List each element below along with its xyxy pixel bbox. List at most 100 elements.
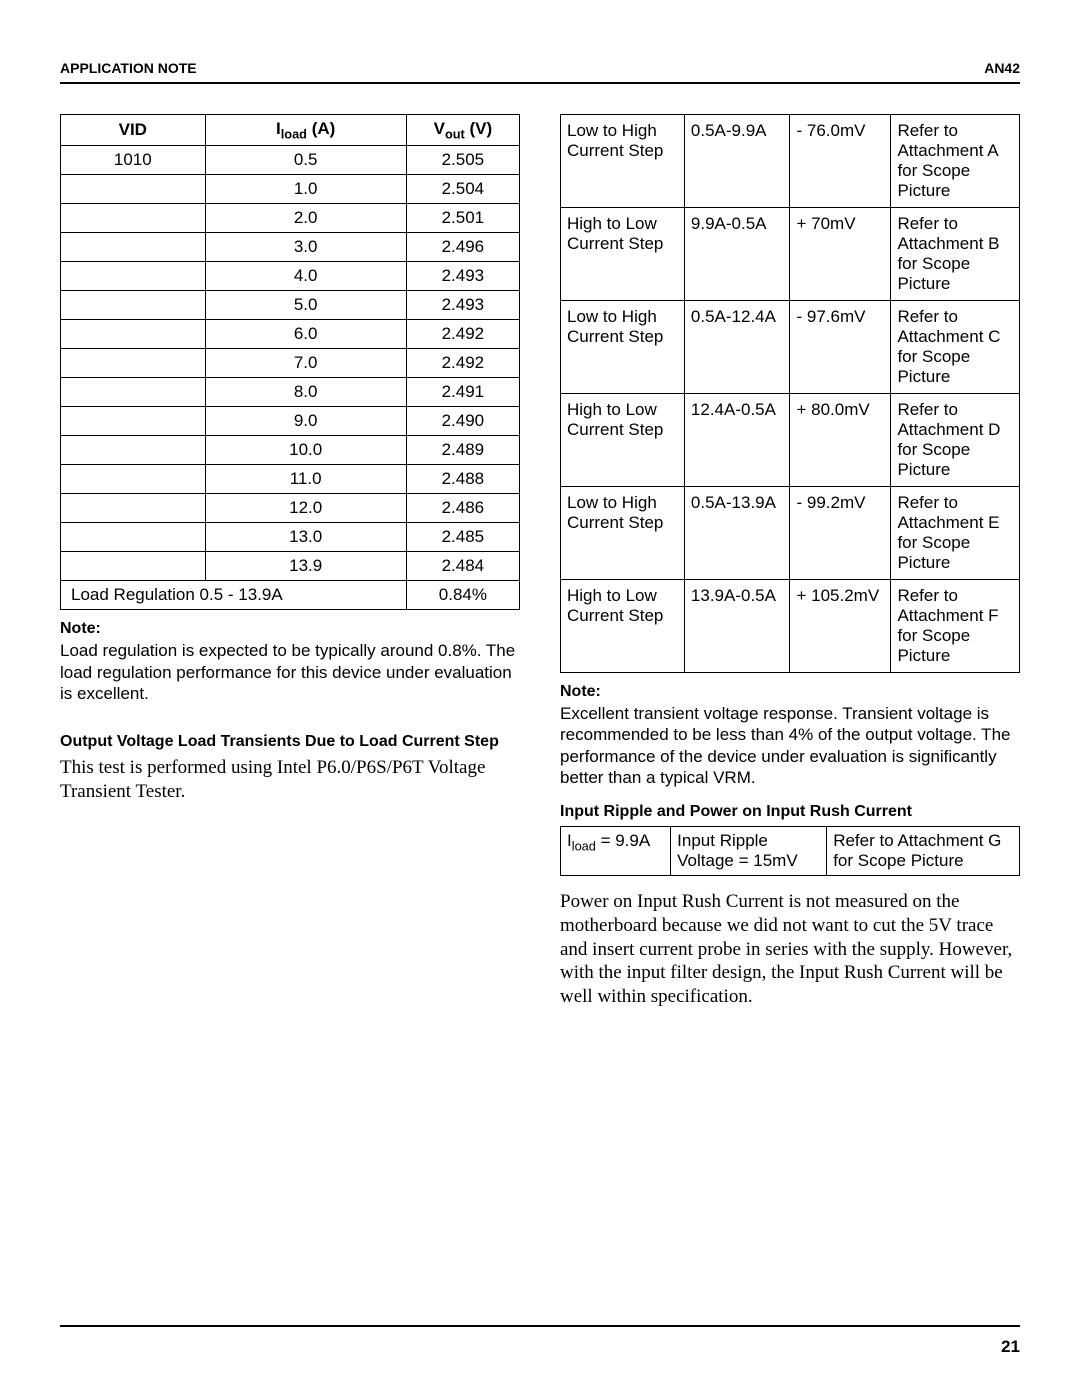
cell-vid — [61, 407, 206, 436]
cell-step: Low to High Current Step — [561, 487, 685, 580]
table-row: 10.02.489 — [61, 436, 520, 465]
table-row: 13.02.485 — [61, 523, 520, 552]
table-row: 3.02.496 — [61, 233, 520, 262]
cell-step: High to Low Current Step — [561, 394, 685, 487]
two-column-layout: VID Iload (A) Vout (V) 10100.52.5051.02.… — [60, 114, 1020, 1009]
table-row: 9.02.490 — [61, 407, 520, 436]
cell-vid — [61, 320, 206, 349]
cell-iload: 13.0 — [205, 523, 406, 552]
paragraph-rush-current: Power on Input Rush Current is not measu… — [560, 890, 1020, 1009]
cell-ref: Refer to Attachment A for Scope Picture — [891, 115, 1020, 208]
section1-body: This test is performed using Intel P6.0/… — [60, 756, 520, 804]
cell-range: 0.5A-9.9A — [684, 115, 790, 208]
cell-vout: 2.492 — [406, 320, 519, 349]
table-header-row: VID Iload (A) Vout (V) — [61, 115, 520, 146]
cell-vid — [61, 175, 206, 204]
note2-body: Excellent transient voltage response. Tr… — [560, 703, 1020, 788]
cell-iload: Iload = 9.9A — [561, 827, 671, 876]
cell-ref: Refer to Attachment E for Scope Picture — [891, 487, 1020, 580]
cell-iload: 7.0 — [205, 349, 406, 378]
cell-iload: 5.0 — [205, 291, 406, 320]
table-row: Low to High Current Step0.5A-12.4A- 97.6… — [561, 301, 1020, 394]
cell-vout: 2.504 — [406, 175, 519, 204]
cell-vid — [61, 233, 206, 262]
table-row: 6.02.492 — [61, 320, 520, 349]
note1-body: Load regulation is expected to be typica… — [60, 640, 520, 704]
cell-iload: 4.0 — [205, 262, 406, 291]
note2-head: Note: — [560, 683, 1020, 701]
cell-vid: 1010 — [61, 146, 206, 175]
table-row: High to Low Current Step9.9A-0.5A+ 70mVR… — [561, 208, 1020, 301]
cell-mv: - 76.0mV — [790, 115, 891, 208]
header-right: AN42 — [984, 60, 1020, 76]
cell-ripple: Input Ripple Voltage = 15mV — [671, 827, 827, 876]
footer-value: 0.84% — [406, 581, 519, 610]
table-row: Low to High Current Step0.5A-13.9A- 99.2… — [561, 487, 1020, 580]
table-row: High to Low Current Step13.9A-0.5A+ 105.… — [561, 580, 1020, 673]
header-left: APPLICATION NOTE — [60, 60, 197, 76]
cell-ref: Refer to Attachment F for Scope Picture — [891, 580, 1020, 673]
page-number: 21 — [60, 1325, 1020, 1357]
cell-iload: 10.0 — [205, 436, 406, 465]
cell-vout: 2.488 — [406, 465, 519, 494]
header-iload: Iload (A) — [205, 115, 406, 146]
cell-range: 12.4A-0.5A — [684, 394, 790, 487]
cell-vid — [61, 436, 206, 465]
table-row: 10100.52.505 — [61, 146, 520, 175]
transient-table: Low to High Current Step0.5A-9.9A- 76.0m… — [560, 114, 1020, 673]
table-row: 13.92.484 — [61, 552, 520, 581]
cell-vid — [61, 291, 206, 320]
cell-step: High to Low Current Step — [561, 208, 685, 301]
cell-range: 13.9A-0.5A — [684, 580, 790, 673]
cell-iload: 9.0 — [205, 407, 406, 436]
table-row: Low to High Current Step0.5A-9.9A- 76.0m… — [561, 115, 1020, 208]
table-row: 1.02.504 — [61, 175, 520, 204]
table-row: 4.02.493 — [61, 262, 520, 291]
cell-range: 9.9A-0.5A — [684, 208, 790, 301]
cell-iload: 12.0 — [205, 494, 406, 523]
cell-iload: 13.9 — [205, 552, 406, 581]
cell-mv: + 105.2mV — [790, 580, 891, 673]
cell-iload: 8.0 — [205, 378, 406, 407]
cell-vout: 2.491 — [406, 378, 519, 407]
cell-vid — [61, 523, 206, 552]
cell-vid — [61, 349, 206, 378]
cell-ref: Refer to Attachment G for Scope Picture — [827, 827, 1020, 876]
cell-vout: 2.496 — [406, 233, 519, 262]
footer-label: Load Regulation 0.5 - 13.9A — [61, 581, 407, 610]
cell-range: 0.5A-12.4A — [684, 301, 790, 394]
cell-ref: Refer to Attachment B for Scope Picture — [891, 208, 1020, 301]
cell-vid — [61, 494, 206, 523]
cell-vout: 2.489 — [406, 436, 519, 465]
cell-range: 0.5A-13.9A — [684, 487, 790, 580]
cell-vid — [61, 204, 206, 233]
table-row: 5.02.493 — [61, 291, 520, 320]
cell-vout: 2.486 — [406, 494, 519, 523]
page-footer: 21 — [60, 1325, 1020, 1357]
cell-mv: + 80.0mV — [790, 394, 891, 487]
table-row: 11.02.488 — [61, 465, 520, 494]
cell-iload: 2.0 — [205, 204, 406, 233]
table-row: 12.02.486 — [61, 494, 520, 523]
header-vid: VID — [61, 115, 206, 146]
cell-vout: 2.490 — [406, 407, 519, 436]
cell-iload: 11.0 — [205, 465, 406, 494]
cell-vid — [61, 378, 206, 407]
cell-ref: Refer to Attachment C for Scope Picture — [891, 301, 1020, 394]
table-footer-row: Load Regulation 0.5 - 13.9A 0.84% — [61, 581, 520, 610]
cell-vout: 2.501 — [406, 204, 519, 233]
page: APPLICATION NOTE AN42 VID Iload (A) Vout… — [0, 0, 1080, 1397]
cell-vout: 2.484 — [406, 552, 519, 581]
table-row: Iload = 9.9A Input Ripple Voltage = 15mV… — [561, 827, 1020, 876]
cell-vout: 2.493 — [406, 291, 519, 320]
cell-vout: 2.493 — [406, 262, 519, 291]
table-row: 7.02.492 — [61, 349, 520, 378]
cell-iload: 6.0 — [205, 320, 406, 349]
section2-head: Input Ripple and Power on Input Rush Cur… — [560, 802, 1020, 822]
cell-step: Low to High Current Step — [561, 115, 685, 208]
cell-vid — [61, 552, 206, 581]
cell-step: High to Low Current Step — [561, 580, 685, 673]
section1-head: Output Voltage Load Transients Due to Lo… — [60, 732, 520, 752]
note1-head: Note: — [60, 620, 520, 638]
cell-iload: 3.0 — [205, 233, 406, 262]
